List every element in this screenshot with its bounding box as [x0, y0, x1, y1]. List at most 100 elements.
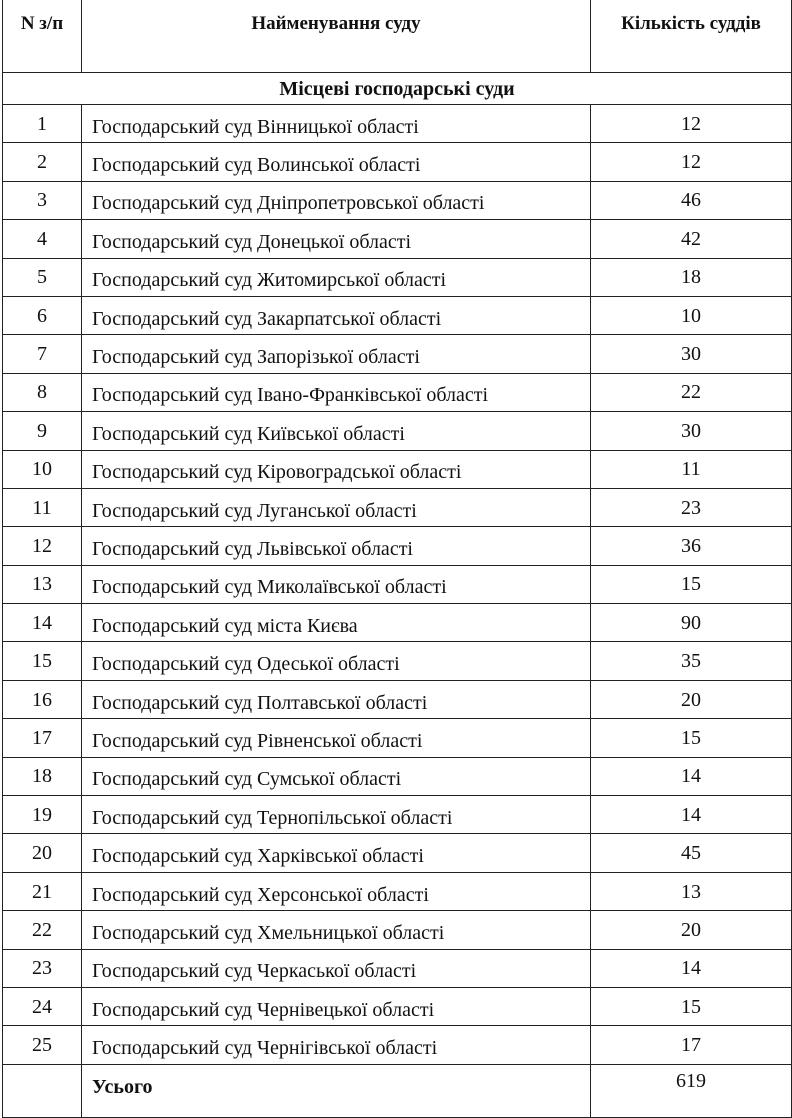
cell-count: 22: [590, 372, 792, 413]
cell-name: Господарський суд Чернігівської області: [81, 1025, 591, 1065]
cell-num: 5: [2, 257, 82, 297]
cell-name: Господарський суд Черкаської області: [81, 948, 591, 988]
cell-num: 25: [2, 1025, 82, 1065]
cell-num: 16: [2, 679, 82, 720]
table-row: 2 Господарський суд Волинської області 12: [2, 142, 792, 182]
cell-name: Господарський суд Донецької області: [81, 219, 591, 259]
cell-count: 23: [590, 487, 792, 528]
cell-num: 14: [2, 603, 82, 643]
table-row: 6 Господарський суд Закарпатської області…: [2, 295, 792, 336]
cell-num: 8: [2, 372, 82, 413]
cell-num: 3: [2, 180, 82, 221]
cell-count: 15: [590, 986, 792, 1027]
cell-name: Господарський суд Харківської області: [81, 833, 591, 873]
table-row: 25 Господарський суд Чернігівської област…: [2, 1025, 792, 1065]
cell-name: Господарський суд Івано-Франківської обл…: [81, 372, 591, 413]
cell-count: 14: [590, 795, 792, 835]
cell-num: 24: [2, 986, 82, 1027]
cell-count: 10: [590, 295, 792, 336]
table-row: 1 Господарський суд Вінницької області 12: [2, 103, 792, 144]
table-row: 19 Господарський суд Тернопільської облас…: [2, 795, 792, 835]
table-row: 15 Господарський суд Одеської області 35: [2, 641, 792, 681]
cell-name: Господарський суд Житомирської області: [81, 257, 591, 297]
total-row: Усього 619: [2, 1063, 792, 1118]
cell-name: Господарський суд Волинської області: [81, 142, 591, 182]
cell-count: 36: [590, 526, 792, 566]
table-row: 16 Господарський суд Полтавської області 2…: [2, 679, 792, 720]
cell-count: 20: [590, 910, 792, 950]
cell-name: Господарський суд Луганської області: [81, 487, 591, 528]
cell-count: 12: [590, 103, 792, 144]
cell-name: Господарський суд Закарпатської області: [81, 295, 591, 336]
table-row: 14 Господарський суд міста Києва 90: [2, 603, 792, 643]
section-title: Місцеві господарські суди: [2, 72, 792, 105]
cell-num: 22: [2, 910, 82, 950]
header-count: Кількість суддів: [590, 0, 792, 73]
cell-name: Господарський суд Хмельницької області: [81, 910, 591, 950]
cell-count: 35: [590, 641, 792, 681]
cell-count: 12: [590, 142, 792, 182]
cell-name: Господарський суд Полтавської області: [81, 679, 591, 720]
cell-name: Господарський суд Львівської області: [81, 526, 591, 566]
cell-num: 21: [2, 871, 82, 912]
cell-count: 30: [590, 411, 792, 451]
table-row: 8 Господарський суд Івано-Франківської об…: [2, 372, 792, 413]
cell-name: Господарський суд Сумської області: [81, 756, 591, 797]
cell-name: Господарський суд Кіровоградської област…: [81, 449, 591, 489]
cell-count: 18: [590, 257, 792, 297]
cell-num: 1: [2, 103, 82, 144]
cell-num: 9: [2, 411, 82, 451]
cell-count: 14: [590, 948, 792, 988]
cell-name: Господарський суд Чернівецької області: [81, 986, 591, 1027]
cell-name: Господарський суд Одеської області: [81, 641, 591, 681]
table-row: 17 Господарський суд Рівненської області 1…: [2, 718, 792, 758]
table-row: 9 Господарський суд Київської області 30: [2, 411, 792, 451]
cell-count: 46: [590, 180, 792, 221]
table-row: 23 Господарський суд Черкаської області 14: [2, 948, 792, 988]
cell-num: 17: [2, 718, 82, 758]
cell-num: 7: [2, 334, 82, 374]
cell-count: 20: [590, 679, 792, 720]
table-row: 11 Господарський суд Луганської області 23: [2, 487, 792, 528]
cell-count: 30: [590, 334, 792, 374]
section-row: Місцеві господарські суди: [2, 72, 792, 105]
cell-count: 17: [590, 1025, 792, 1065]
cell-name: Господарський суд міста Києва: [81, 603, 591, 643]
header-row: N з/п Найменування суду Кількість суддів: [2, 0, 792, 73]
cell-num: 20: [2, 833, 82, 873]
cell-name: Господарський суд Дніпропетровської обла…: [81, 180, 591, 221]
header-name: Найменування суду: [81, 0, 591, 73]
cell-count: 11: [590, 449, 792, 489]
cell-num: 12: [2, 526, 82, 566]
cell-num: 6: [2, 295, 82, 336]
cell-name: Господарський суд Київської області: [81, 411, 591, 451]
cell-name: Господарський суд Рівненської області: [81, 718, 591, 758]
cell-num: 2: [2, 142, 82, 182]
table-row: 24 Господарський суд Чернівецької області…: [2, 986, 792, 1027]
table-row: 18 Господарський суд Сумської області 14: [2, 756, 792, 797]
total-label: Усього: [81, 1063, 591, 1118]
total-count: 619: [590, 1063, 792, 1118]
cell-num: 13: [2, 564, 82, 605]
cell-count: 45: [590, 833, 792, 873]
cell-name: Господарський суд Тернопільської області: [81, 795, 591, 835]
cell-count: 90: [590, 603, 792, 643]
cell-count: 14: [590, 756, 792, 797]
cell-num: 10: [2, 449, 82, 489]
cell-count: 15: [590, 718, 792, 758]
cell-name: Господарський суд Миколаївської області: [81, 564, 591, 605]
table-row: 7 Господарський суд Запорізької області 30: [2, 334, 792, 374]
table-row: 20 Господарський суд Харківської області 4…: [2, 833, 792, 873]
cell-num: 11: [2, 487, 82, 528]
cell-num: 15: [2, 641, 82, 681]
cell-num: 19: [2, 795, 82, 835]
cell-name: Господарський суд Вінницької області: [81, 103, 591, 144]
table-row: 21 Господарський суд Херсонської області 1…: [2, 871, 792, 912]
cell-name: Господарський суд Херсонської області: [81, 871, 591, 912]
table-row: 12 Господарський суд Львівської області 36: [2, 526, 792, 566]
cell-count: 15: [590, 564, 792, 605]
cell-num: 23: [2, 948, 82, 988]
cell-name: Господарський суд Запорізької області: [81, 334, 591, 374]
header-num: N з/п: [2, 0, 82, 73]
